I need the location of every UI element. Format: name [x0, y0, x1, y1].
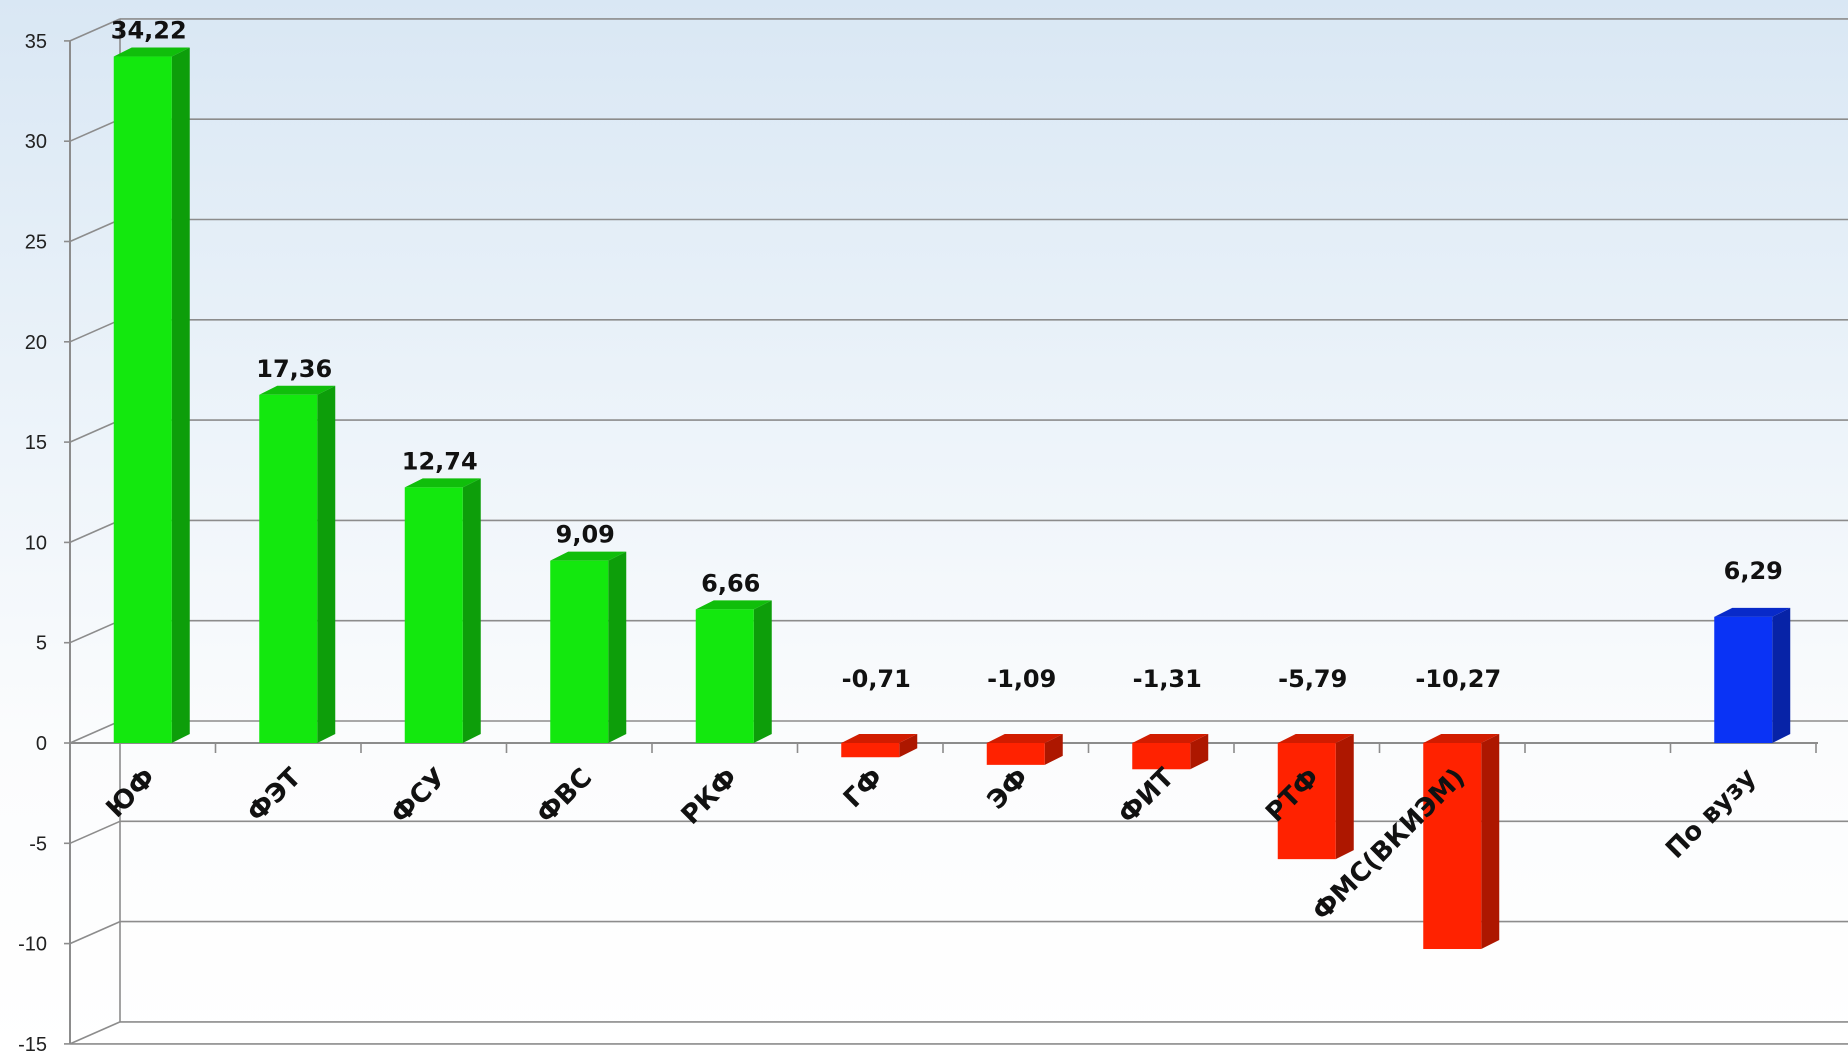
y-tick-label: 5 [36, 633, 47, 655]
data-label: -1,31 [1133, 665, 1202, 693]
data-label: -1,09 [987, 665, 1056, 693]
grid-connector [70, 821, 120, 843]
bar-side [754, 600, 772, 743]
y-tick-label: -15 [18, 1034, 47, 1056]
grid-connector [70, 621, 120, 643]
bar [259, 395, 317, 743]
y-tick-label: 10 [25, 532, 47, 554]
category-label: ФЭТ [242, 763, 308, 829]
bar [1714, 617, 1772, 743]
y-tick-label: 20 [25, 332, 47, 354]
category-label: РКФ [676, 763, 744, 831]
y-tick-label: 0 [36, 733, 47, 755]
bar [696, 609, 754, 743]
data-label: 34,22 [111, 17, 187, 45]
category-label: По вузу [1660, 763, 1762, 865]
y-tick-label: 15 [25, 432, 47, 454]
bar-side [1336, 734, 1354, 859]
bar-side [608, 552, 626, 743]
data-label: 6,29 [1724, 557, 1783, 585]
grid-connector [70, 922, 120, 944]
category-label: ФИТ [1113, 763, 1181, 831]
bar [841, 743, 899, 757]
bar [550, 561, 608, 743]
data-label: 12,74 [402, 447, 478, 475]
data-label: 17,36 [256, 355, 332, 383]
category-label: ЭФ [982, 763, 1035, 816]
category-label: ГФ [838, 763, 889, 814]
bar [114, 57, 172, 743]
y-tick-label: 30 [25, 131, 47, 153]
grid-connector [70, 520, 120, 542]
bar [987, 743, 1045, 765]
grid-connector [70, 420, 120, 442]
grid-connector [70, 320, 120, 342]
bar-side [463, 478, 481, 743]
grid-connector [70, 1022, 120, 1044]
data-label: 6,66 [701, 569, 760, 597]
grid-connector [70, 721, 120, 743]
data-label: -5,79 [1278, 665, 1347, 693]
data-label: -0,71 [842, 665, 911, 693]
y-tick-label: -10 [18, 934, 47, 956]
data-label: 9,09 [556, 521, 615, 549]
y-tick-label: 35 [25, 31, 47, 53]
category-label: ЮФ [101, 763, 162, 824]
data-label: -10,27 [1415, 665, 1501, 693]
y-tick-label: -5 [29, 833, 47, 855]
bar-side [172, 48, 190, 743]
grid-connector [70, 119, 120, 141]
bar-side [1481, 734, 1499, 949]
y-tick-label: 25 [25, 232, 47, 254]
bar [405, 487, 463, 743]
grid-connector [70, 220, 120, 242]
bar-side [1772, 608, 1790, 743]
category-label: ФСУ [386, 763, 453, 830]
bar-side [317, 386, 335, 743]
category-label: ФВС [531, 763, 598, 830]
